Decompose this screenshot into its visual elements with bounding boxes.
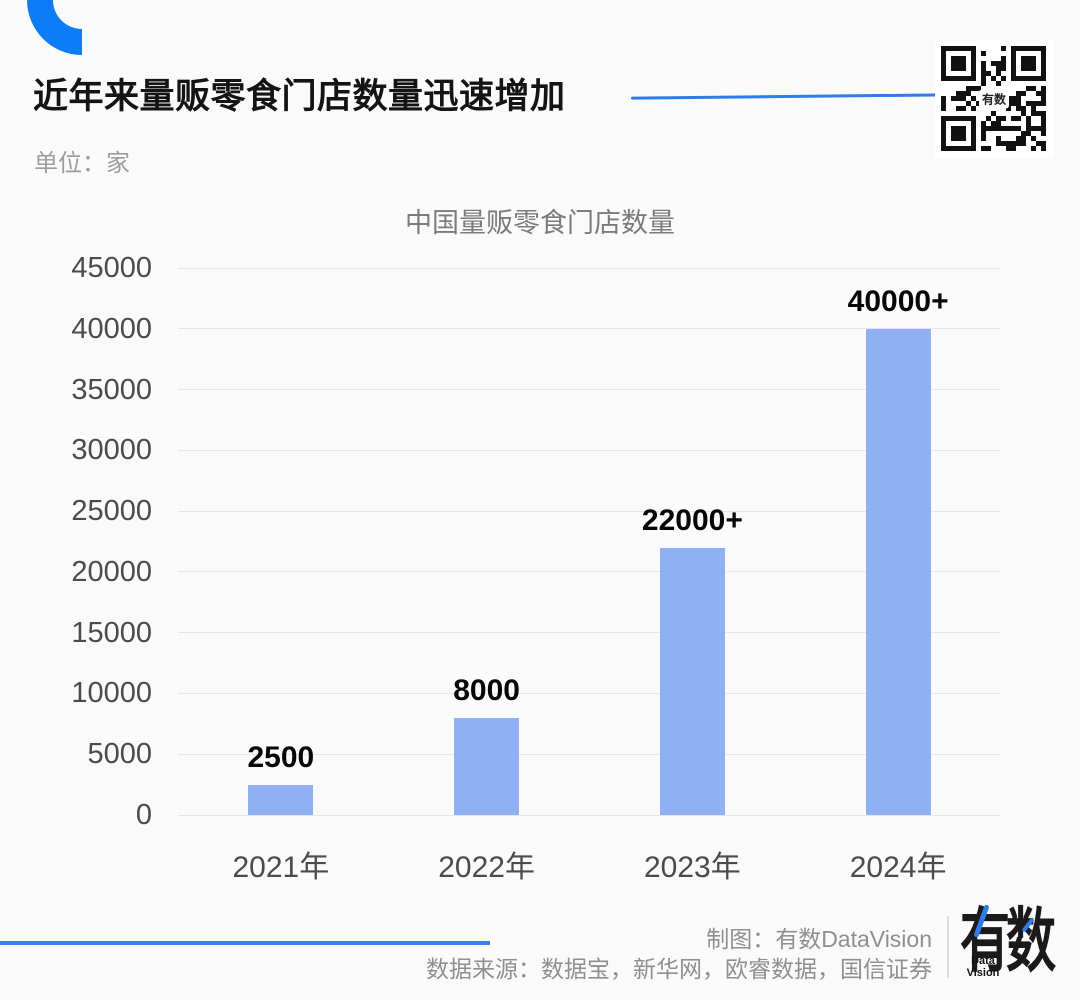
datavision-logo-subtext: Data Vision — [956, 955, 1010, 979]
gridline — [178, 571, 1001, 573]
datavision-logo-text: 有数 — [960, 901, 1056, 981]
y-axis-tick-label: 5000 — [87, 738, 152, 771]
bar — [454, 717, 520, 815]
footer-logo-divider — [947, 916, 949, 978]
unit-label: 单位：家 — [34, 150, 130, 177]
x-axis-category-label: 2022年 — [438, 851, 535, 884]
bar — [659, 547, 725, 815]
footer-accent-line — [0, 941, 490, 945]
gridline — [178, 389, 1001, 391]
chart-title: 中国量贩零食门店数量 — [405, 208, 675, 238]
crescent-logo-shape — [27, 0, 82, 55]
bar-value-label: 22000+ — [641, 503, 743, 537]
gridline — [178, 449, 1001, 451]
qr-pattern — [941, 46, 1046, 151]
gridline — [178, 692, 1001, 694]
x-axis-category-label: 2024年 — [849, 851, 947, 884]
x-axis-category-label: 2021年 — [232, 851, 330, 884]
bar-value-label: 2500 — [247, 740, 315, 774]
x-axis-category-label: 2023年 — [644, 851, 741, 884]
bar-value-label: 40000+ — [847, 284, 949, 318]
y-axis-tick-label: 20000 — [71, 555, 152, 588]
qr-center-logo: 有数 — [978, 89, 1010, 109]
logo-subtext-line2: Vision — [966, 967, 1000, 979]
y-axis-tick-label: 0 — [135, 799, 152, 831]
y-axis-tick-label: 10000 — [71, 677, 152, 710]
logo-subtext-line1: Data — [971, 955, 995, 967]
gridline — [178, 328, 1001, 330]
footer-credit: 制图：有数DataVision — [706, 926, 932, 952]
y-axis-tick-label: 35000 — [71, 373, 152, 406]
y-axis-tick-label: 45000 — [71, 252, 152, 284]
y-axis-tick-label: 15000 — [71, 616, 152, 649]
y-axis-tick-label: 25000 — [71, 495, 152, 528]
gridline — [178, 753, 1001, 755]
gridline — [178, 814, 1001, 816]
gridline — [178, 510, 1001, 512]
bar — [865, 328, 931, 815]
y-axis-tick-label: 40000 — [71, 312, 152, 345]
page-title: 近年来量贩零食门店数量迅速增加 — [33, 77, 566, 116]
gridline — [178, 632, 1001, 634]
qr-code: 有数 — [935, 40, 1053, 158]
gridline — [178, 267, 1001, 269]
footer-data-source: 数据来源：数据宝，新华网，欧睿数据，国信证券 — [426, 956, 932, 982]
bar-value-label: 8000 — [453, 673, 520, 707]
bar — [248, 784, 314, 815]
y-axis-tick-label: 30000 — [71, 434, 152, 467]
